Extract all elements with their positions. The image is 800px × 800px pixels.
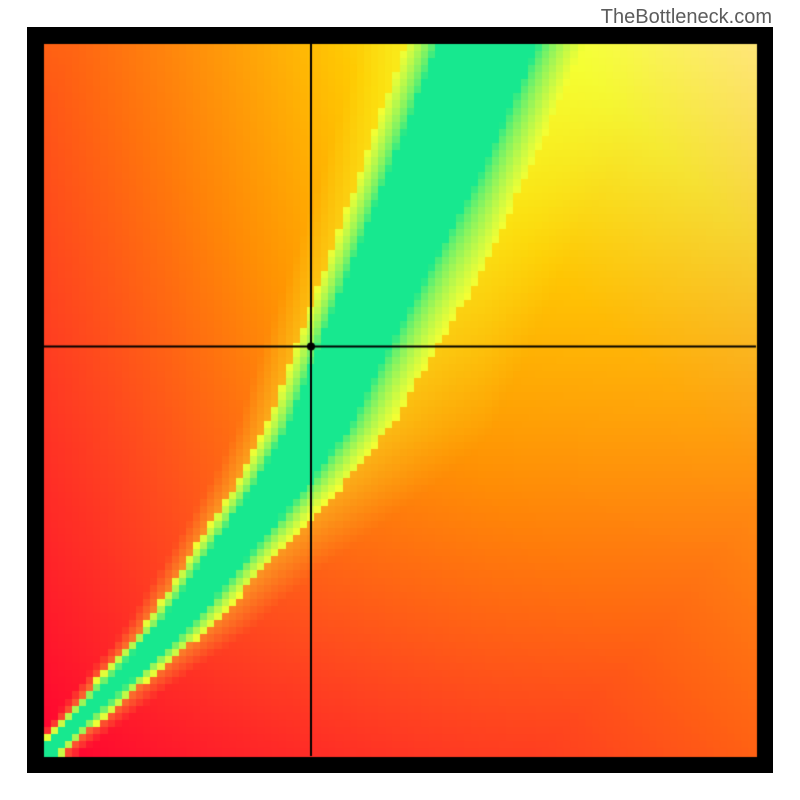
heatmap-canvas [27,27,773,773]
watermark-text: TheBottleneck.com [601,6,772,29]
bottleneck-heatmap [27,27,773,773]
